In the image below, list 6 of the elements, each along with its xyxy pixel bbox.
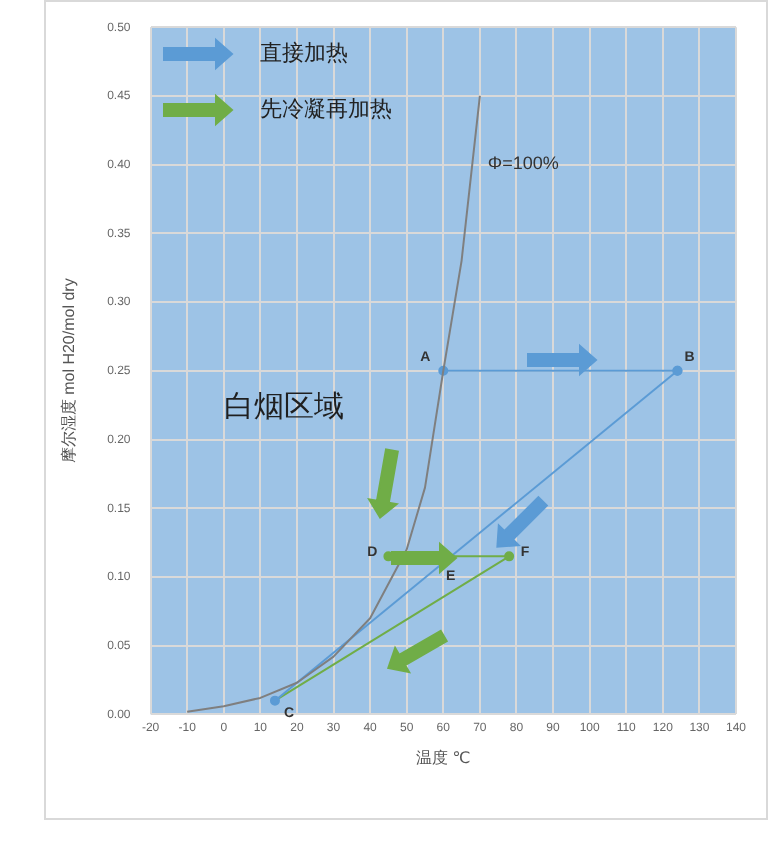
annotation: 直接加热 [260, 39, 348, 68]
y-axis-title: 摩尔湿度 mol H20/mol dry [60, 278, 79, 464]
series-label: Φ=100% [487, 152, 559, 173]
annotation: 白烟区域 [224, 388, 344, 426]
annotation: 先冷凝再加热 [260, 96, 392, 124]
x-axis-title: 温度 ℃ [416, 748, 471, 767]
